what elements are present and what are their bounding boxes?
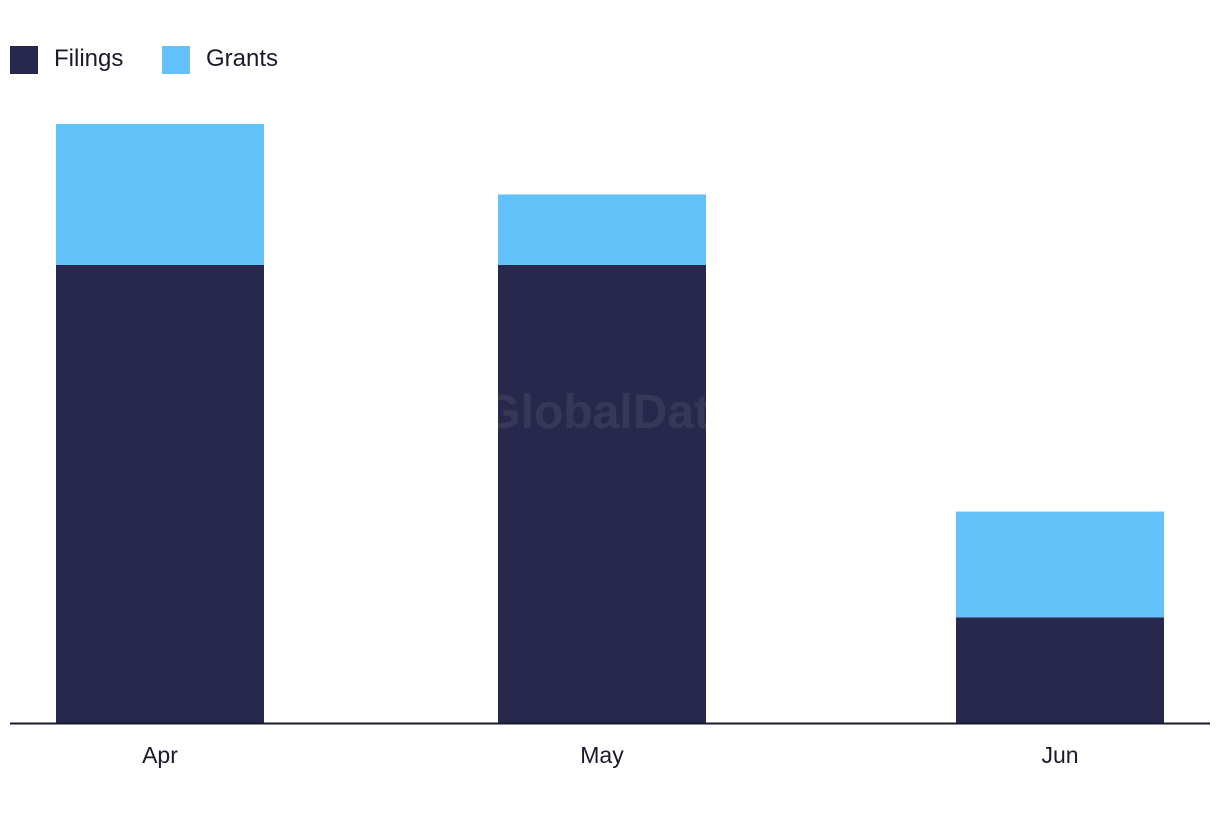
legend: Filings Grants [10,45,278,74]
bar-grants-apr [56,124,264,265]
bars [56,124,1164,723]
bar-grants-jun [956,511,1164,618]
legend-label-filings: Filings [54,45,123,72]
legend-swatch-grants [162,46,190,74]
watermark: GlobalData [483,386,737,439]
bar-filings-apr [56,264,264,723]
watermark-layer: GlobalData [483,386,737,439]
bar-filings-jun [956,617,1164,723]
x-axis: Apr May Jun [10,722,1210,768]
legend-label-grants: Grants [206,45,278,72]
x-tick-label-may: May [580,742,624,768]
x-tick-label-apr: Apr [142,742,178,768]
x-tick-label-jun: Jun [1041,742,1078,768]
bar-filings-may [498,264,706,723]
legend-swatch-filings [10,46,38,74]
bar-grants-may [498,194,706,265]
